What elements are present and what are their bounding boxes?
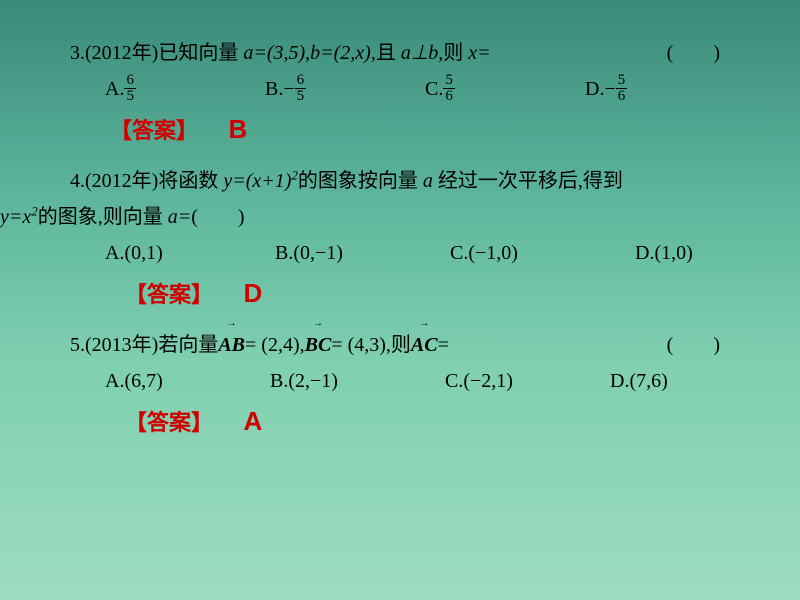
q4-line2b: 的图象,则向量 [38,206,168,228]
q4-body3: a [423,170,433,192]
q4-answer: 【答案】 D [70,277,730,309]
q5-answer-letter: A [244,406,263,436]
q3-answer-label: 【答案】 [110,118,198,143]
q3-optB-label: B. [265,78,283,100]
q3-optA: A.65 [105,71,265,107]
q4-text-line2: y=x2的图象,则向量 a=( ) [0,199,730,235]
q4-paren: ( ) [191,206,244,228]
q3-optD-frac: 56 [616,73,628,104]
q3-text: 3.(2012年)已知向量 a=(3,5),b=(2,x),且 a⊥b,则 x=… [70,35,730,71]
q3-optB-frac: 65 [295,73,307,104]
q4-optD: D.(1,0) [635,235,693,271]
q4-body4: 经过一次平移后,得到 [433,170,623,192]
q3-body5: x= [468,42,490,64]
page-content: 3.(2012年)已知向量 a=(3,5),b=(2,x),且 a⊥b,则 x=… [0,0,800,437]
q4-optC: C.(−1,0) [450,235,635,271]
q5-vec1: AB [218,327,245,363]
q3-body1: a=(3,5),b=(2,x), [243,42,376,64]
q5-options: A.(6,7) B.(2,−1) C.(−2,1) D.(7,6) [70,363,730,399]
q3-optA-label: A. [105,78,124,100]
q4-optB: B.(0,−1) [275,235,450,271]
q5-vec2: BC [305,327,332,363]
q3-optC-label: C. [425,78,443,100]
q4-options: A.(0,1) B.(0,−1) C.(−1,0) D.(1,0) [70,235,730,271]
q3-options: A.65 B.−65 C.56 D.−56 [70,71,730,107]
q4-body2: 的图象按向量 [298,170,423,192]
question-4: 4.(2012年)将函数 y=(x+1)2的图象按向量 a 经过一次平移后,得到… [70,163,730,309]
question-5: 5.(2013年)若向量AB= (2,4),BC= (4,3),则AC= ( )… [70,327,730,437]
q5-eq1: = (2,4), [245,334,305,356]
q5-eq2: = (4,3),则 [331,334,411,356]
q5-optC: C.(−2,1) [445,363,610,399]
q4-line2a: y=x [0,206,31,228]
q3-prefix: 3.(2012年)已知向量 [70,42,243,64]
q3-optB: B.−65 [265,71,425,107]
q4-answer-label: 【答案】 [125,282,213,307]
q4-body1: y=(x+1) [223,170,291,192]
q3-optA-frac: 65 [124,73,136,104]
q5-optD: D.(7,6) [610,363,668,399]
q5-optA: A.(6,7) [105,363,270,399]
q5-optB: B.(2,−1) [270,363,445,399]
q5-answer: 【答案】 A [70,405,730,437]
q4-prefix: 4.(2012年)将函数 [70,170,223,192]
q4-text-line1: 4.(2012年)将函数 y=(x+1)2的图象按向量 a 经过一次平移后,得到 [70,163,730,199]
q3-answer: 【答案】 B [70,113,730,145]
q3-paren: ( ) [667,35,720,71]
question-3: 3.(2012年)已知向量 a=(3,5),b=(2,x),且 a⊥b,则 x=… [70,35,730,145]
q5-eq3: = [438,334,449,356]
q3-answer-letter: B [229,114,248,144]
q5-vec3: AC [411,327,438,363]
q3-optC: C.56 [425,71,585,107]
q5-answer-label: 【答案】 [125,410,213,435]
q5-paren: ( ) [667,327,720,363]
q3-optD: D.−56 [585,71,627,107]
q4-optA: A.(0,1) [105,235,275,271]
q3-body3: a⊥b, [401,42,443,64]
q3-body4: 则 [443,42,468,64]
q3-optD-label: D. [585,78,604,100]
q4-answer-letter: D [244,278,263,308]
q5-prefix: 5.(2013年)若向量 [70,334,218,356]
q3-optC-frac: 56 [443,73,455,104]
q3-body2: 且 [376,42,401,64]
q5-text: 5.(2013年)若向量AB= (2,4),BC= (4,3),则AC= ( ) [70,327,730,363]
q4-line2c: a= [168,206,192,228]
